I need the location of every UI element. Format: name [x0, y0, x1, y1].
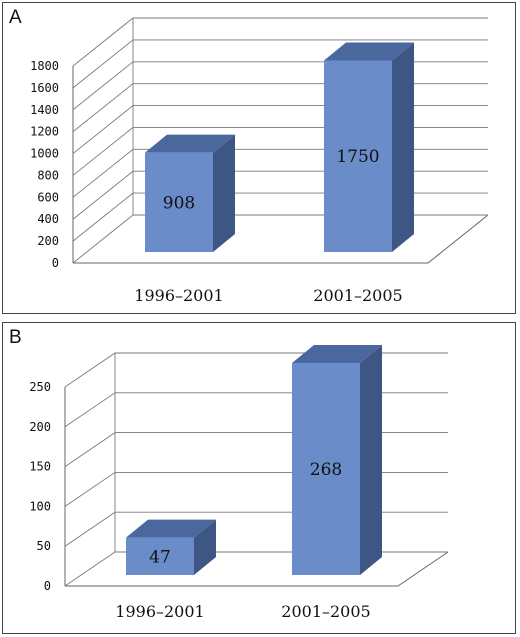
chart-a-ytick-label: 800 — [37, 168, 59, 182]
chart-b-bar-side — [194, 519, 216, 575]
chart-a-gridline — [72, 61, 488, 111]
chart-a-plot: 0 200 400 600 800 1000 1200 1400 1600 1800 908 1996… — [30, 17, 489, 305]
chart-a-ytick-label: 200 — [37, 234, 59, 248]
chart-b-bar — [126, 537, 194, 575]
chart-b-category-label: 1996–2001 — [115, 602, 204, 621]
chart-b-ytick-label: 100 — [29, 499, 51, 513]
chart-a-gridline — [72, 39, 488, 89]
chart-a-bar-value-label: 1750 — [336, 147, 379, 167]
chart-b-gridline — [64, 392, 448, 428]
chart-a-ytick-label: 1000 — [30, 147, 59, 161]
chart-b-bar — [292, 363, 360, 575]
chart-b-ytick-label: 250 — [29, 380, 51, 394]
chart-b-ytick-label: 50 — [37, 539, 51, 553]
chart-a-category-label: 1996–2001 — [134, 286, 223, 305]
chart-b-bar-side — [360, 345, 382, 575]
chart-b-category-label: 2001–2005 — [281, 602, 370, 621]
chart-panel-b: B 0 50 100 150 200 250 47 1996–2001 268 2001–2005 — [2, 322, 516, 634]
chart-a-ytick-label: 0 — [52, 256, 59, 270]
chart-b-plot: 0 50 100 150 200 250 47 1996–2001 268 2001–2005 — [29, 345, 449, 621]
chart-a-ytick-label: 1600 — [30, 81, 59, 95]
chart-a-bar-top — [324, 42, 414, 61]
chart-a-ytick-label: 1200 — [30, 125, 59, 139]
chart-b-ytick-label: 150 — [29, 460, 51, 474]
chart-b-bar-value-label: 268 — [310, 460, 342, 480]
chart-a-ytick-label: 400 — [37, 212, 59, 226]
chart-b-gridline — [64, 352, 448, 388]
chart-b-gridline — [64, 471, 448, 507]
chart-a-bar-top — [145, 134, 235, 153]
chart-a-bar-side — [213, 134, 235, 252]
chart-panel-a: A 0 200 400 600 800 1000 1200 1400 1600 1800 908 19… — [2, 2, 516, 314]
chart-a-gridline — [72, 17, 488, 67]
chart-b-bar-top — [126, 519, 216, 538]
chart-a-gridline — [72, 192, 488, 242]
panel-label-a: A — [9, 7, 22, 28]
chart-b-gridline — [64, 511, 448, 547]
chart-b-ytick-label: 200 — [29, 420, 51, 434]
chart-a-category-label: 2001–2005 — [313, 286, 402, 305]
chart-a-gridline — [72, 170, 488, 220]
chart-b-ytick-label: 0 — [44, 579, 51, 593]
chart-a-bar — [145, 152, 213, 252]
chart-a-gridline — [72, 126, 488, 176]
chart-a-gridline — [72, 214, 488, 264]
chart-a-bar-value-label: 908 — [163, 193, 195, 213]
chart-a-bar-side — [392, 42, 414, 252]
chart-a-ytick-label: 600 — [37, 190, 59, 204]
panel-label-b: B — [9, 327, 22, 348]
chart-a-gridline — [72, 83, 488, 133]
chart-b-gridline — [64, 432, 448, 467]
chart-a-ytick-label: 1800 — [30, 59, 59, 73]
chart-b-gridline — [64, 551, 448, 587]
chart-a-ytick-label: 1400 — [30, 103, 59, 117]
chart-a-gridline — [72, 105, 488, 154]
chart-b-floor-edge — [65, 551, 449, 587]
chart-a-bar — [324, 60, 392, 252]
chart-a-floor-edge — [73, 214, 489, 264]
chart-b-bar-value-label: 47 — [149, 547, 171, 567]
chart-b-bar-top — [292, 345, 382, 363]
chart-a-gridline — [72, 148, 488, 198]
